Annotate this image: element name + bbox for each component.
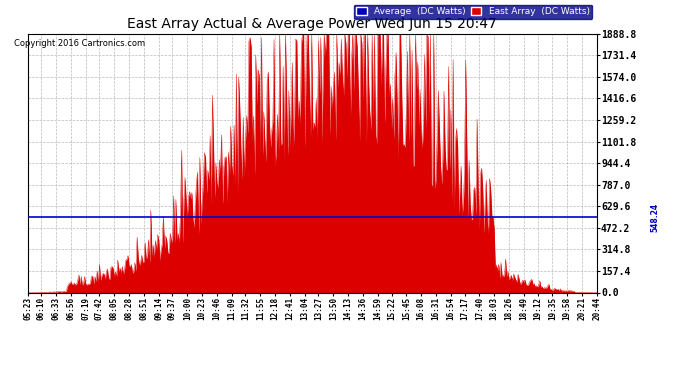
Text: Copyright 2016 Cartronics.com: Copyright 2016 Cartronics.com [14,39,145,48]
Text: 548.24: 548.24 [651,203,660,232]
Title: East Array Actual & Average Power Wed Jun 15 20:47: East Array Actual & Average Power Wed Ju… [128,17,497,31]
Legend: Average  (DC Watts), East Array  (DC Watts): Average (DC Watts), East Array (DC Watts… [354,4,592,19]
